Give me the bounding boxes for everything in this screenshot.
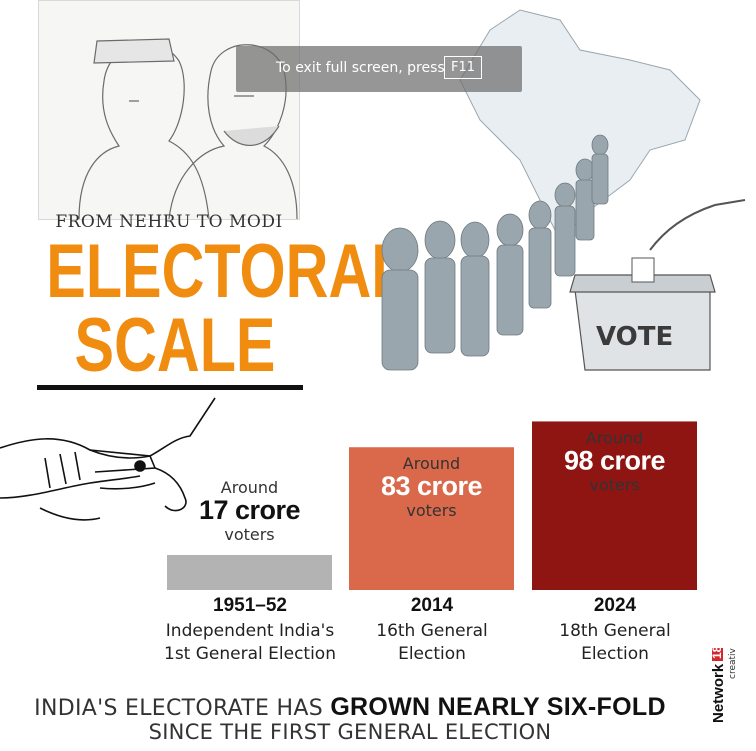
fullscreen-exit-toast: To exit full screen, press F11	[236, 46, 522, 92]
label-prefix-1951-52: Around	[221, 478, 278, 497]
value-label-1951-52: 17 crore	[199, 495, 301, 525]
year-label-2024: 2024	[593, 595, 637, 616]
label-suffix-2024: voters	[589, 475, 639, 494]
description-2014: 16th General Election	[322, 620, 542, 666]
title-underline	[37, 385, 303, 390]
logo-creative: creative	[728, 648, 738, 679]
bar-2024	[532, 421, 697, 590]
hands-sketch	[0, 397, 216, 521]
electorate-bar-chart: Around 17 crore voters Around 83 crore voters…	[150, 380, 710, 595]
label-prefix-2024: Around	[586, 428, 643, 447]
footer-prefix: INDIA'S ELECTORATE HAS	[34, 696, 324, 721]
portrait-sketch	[78, 38, 298, 220]
leaders-portrait-illustration	[38, 0, 300, 220]
bar-1951-52	[167, 555, 332, 590]
description-line: Election	[581, 644, 649, 664]
label-suffix-1951-52: voters	[224, 525, 274, 544]
toast-text: To exit full screen, press	[276, 60, 445, 76]
label-prefix-2014: Around	[403, 454, 460, 473]
description-line: 18th General	[559, 621, 671, 641]
description-line: 16th General	[376, 621, 488, 641]
footer-highlight: GROWN NEARLY SIX-FOLD	[330, 693, 666, 721]
title-line-2: SCALE	[74, 303, 276, 388]
label-suffix-2014: voters	[406, 501, 456, 520]
logo-number: 18	[712, 648, 724, 659]
ballot-box-label: VOTE	[596, 322, 673, 352]
network18-logo-mark: Network 18 creative	[709, 641, 738, 723]
logo-network: Network	[712, 663, 727, 723]
title-line-1: ELECTORAL	[46, 229, 408, 314]
description-2024: 18th General Election	[505, 620, 725, 666]
ballot-box: VOTE	[569, 199, 746, 371]
footer-line-2: SINCE THE FIRST GENERAL ELECTION	[148, 720, 552, 744]
subtitle: FROM NEHRU TO MODI	[55, 212, 283, 232]
network18-logo: Network 18 creative	[709, 641, 752, 730]
description-line: Election	[398, 644, 466, 664]
bar-2014	[349, 447, 514, 590]
description-1951-52: Independent India's 1st General Election	[140, 620, 360, 666]
year-label-2014: 2014	[410, 595, 454, 616]
value-label-2024: 98 crore	[564, 445, 666, 475]
year-label-1951-52: 1951–52	[213, 595, 287, 616]
inked-finger-illustration	[0, 388, 240, 558]
description-line: 1st General Election	[164, 644, 336, 664]
footer-line-1: INDIA'S ELECTORATE HAS GROWN NEARLY SIX-…	[0, 693, 700, 722]
value-label-2014: 83 crore	[381, 471, 483, 501]
toast-key-f11: F11	[444, 56, 483, 79]
description-line: Independent India's	[165, 621, 335, 641]
